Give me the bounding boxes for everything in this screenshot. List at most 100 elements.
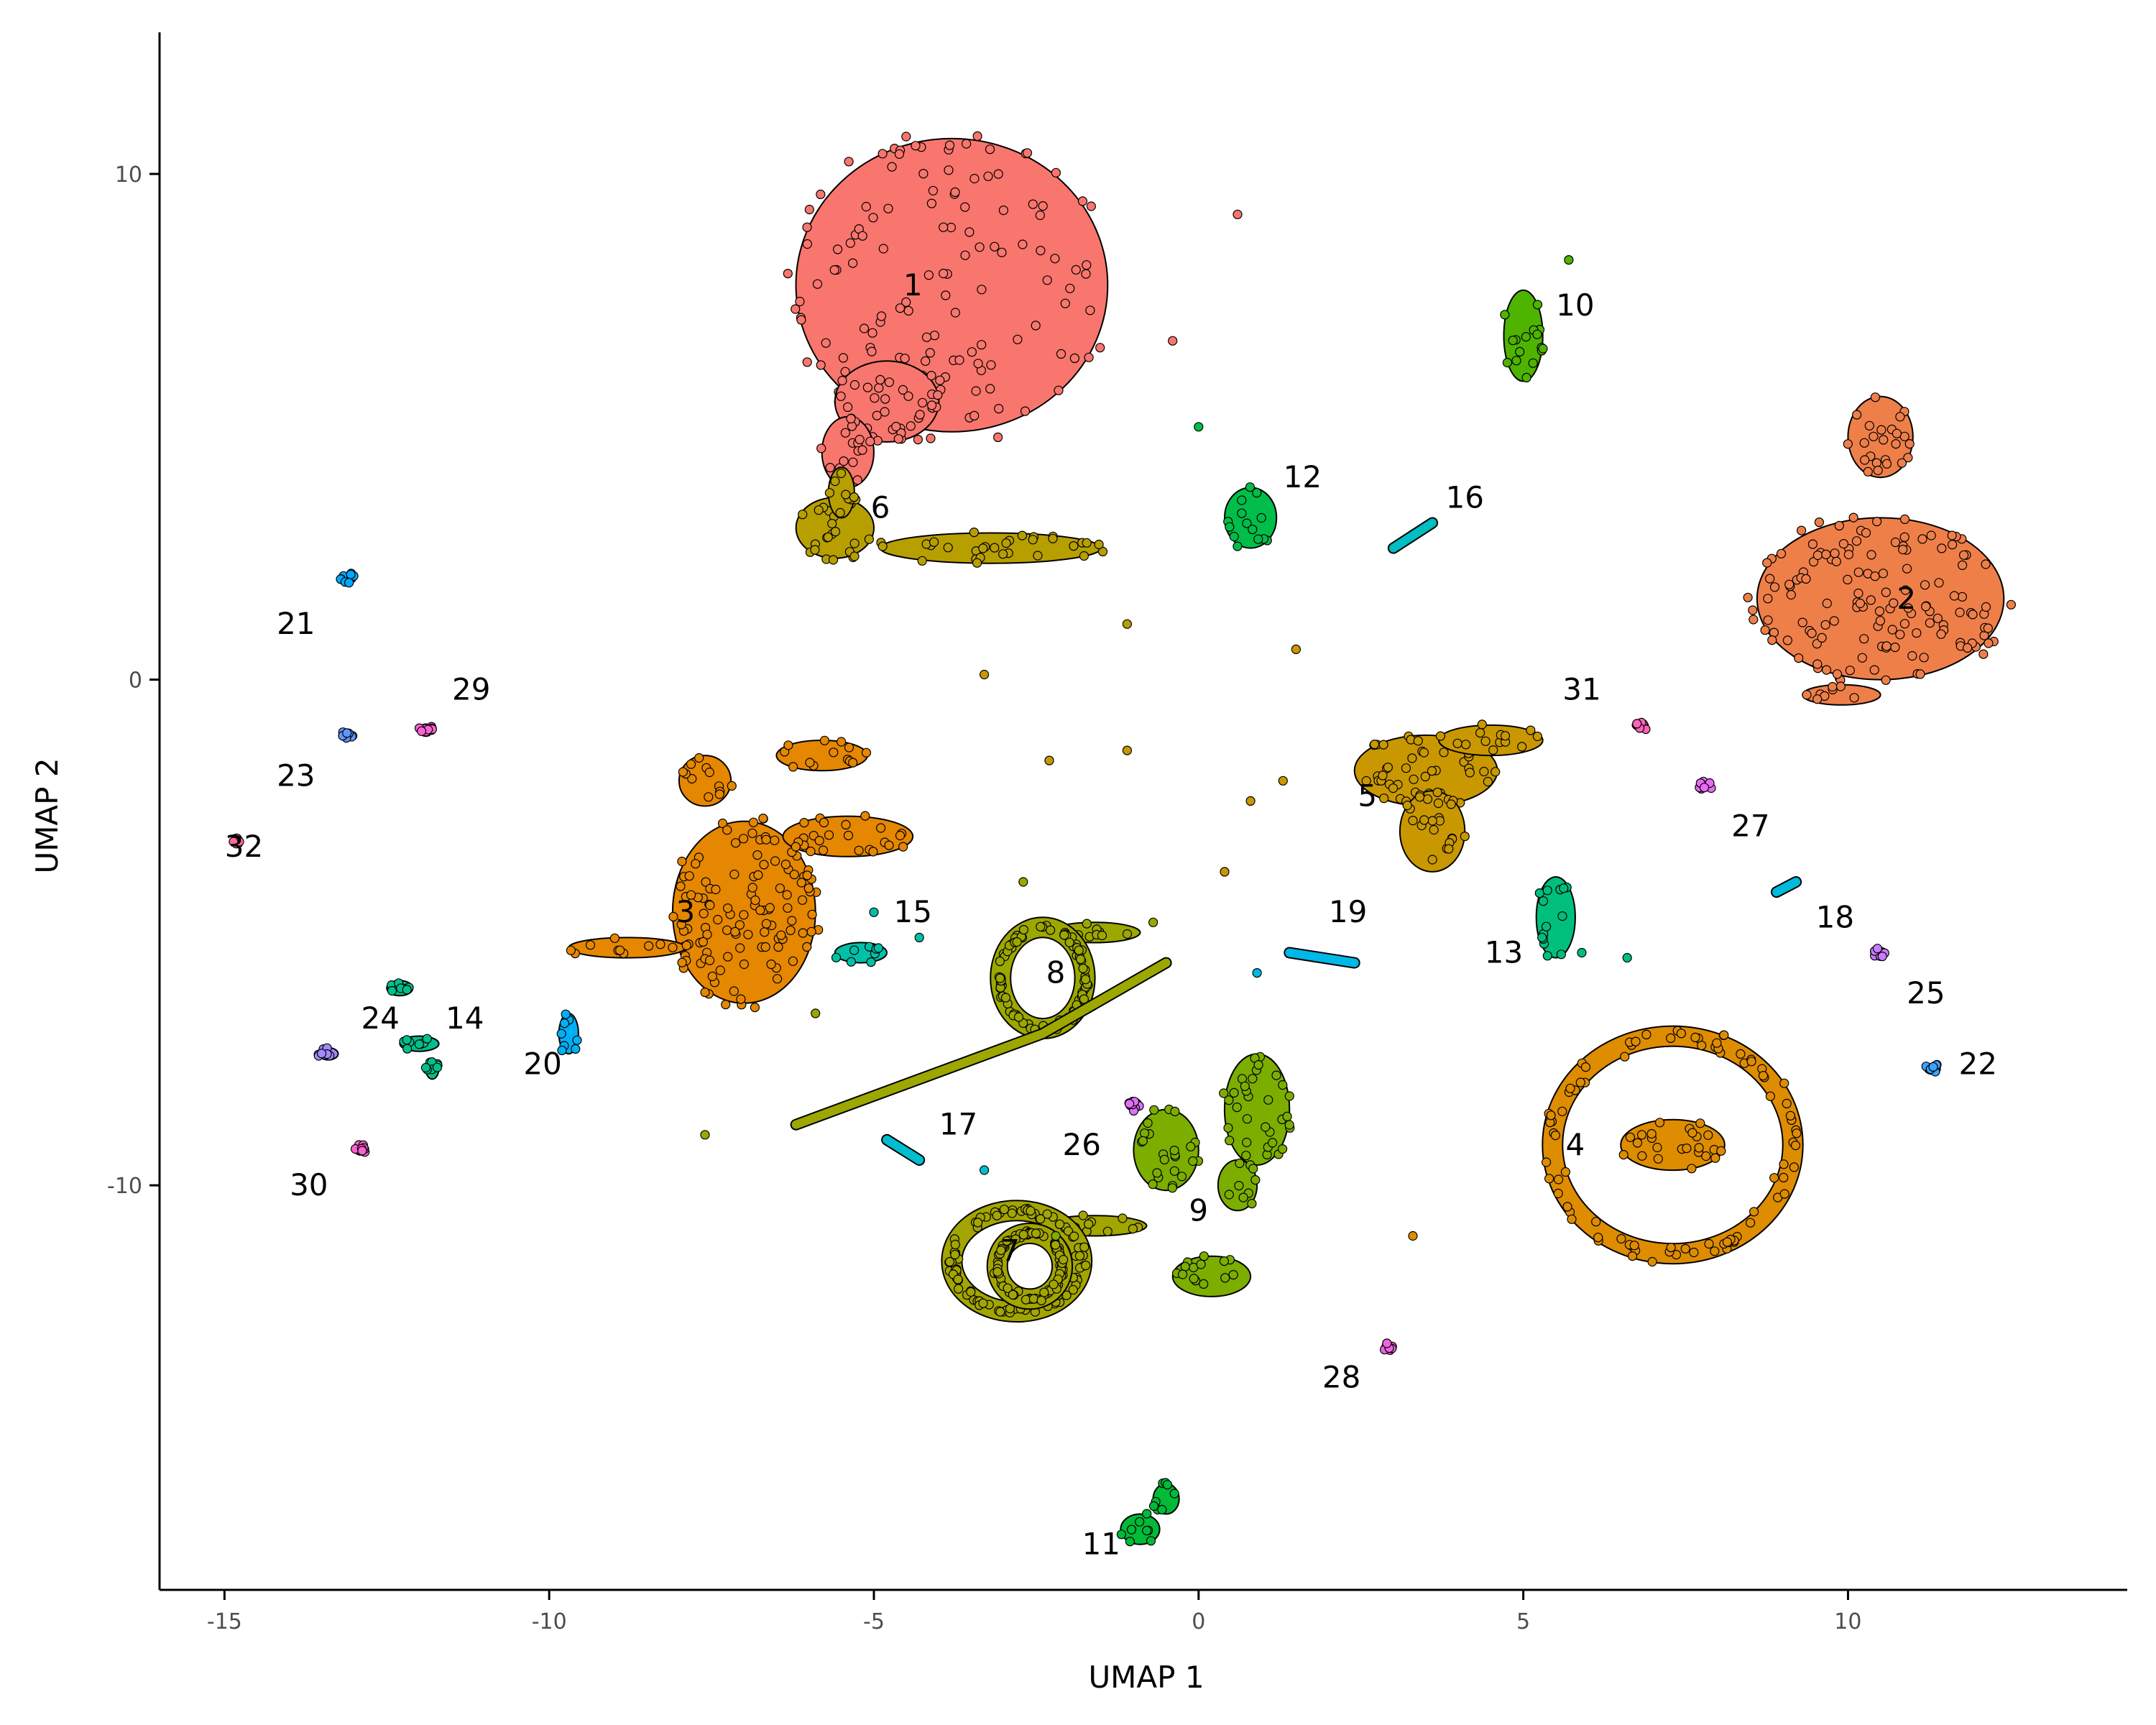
cluster-20-point: [556, 1029, 566, 1039]
cluster-9-point: [1148, 1179, 1158, 1190]
cluster-9-point: [1177, 1269, 1188, 1279]
cluster-3-point: [736, 994, 746, 1004]
cluster-1-point: [950, 308, 961, 318]
cluster-2-point: [1812, 659, 1823, 669]
cluster-3-point: [752, 850, 763, 860]
cluster-4-point: [1627, 1251, 1638, 1261]
cluster-1-blob: [795, 137, 1109, 433]
cluster-2-point: [1981, 559, 1991, 569]
cluster-1-point: [852, 475, 862, 485]
cluster-9-point: [1219, 1256, 1230, 1266]
cluster-1-point: [964, 227, 975, 237]
cluster-13-points: [1534, 876, 1576, 961]
cluster-4-point: [1682, 1143, 1692, 1154]
x-tick-label: 5: [1516, 1609, 1530, 1634]
cluster-10-point: [1500, 310, 1510, 320]
cluster-1-point: [875, 374, 885, 385]
cluster-7-point: [978, 1298, 988, 1308]
cluster-1-point: [796, 315, 806, 325]
cluster-1-point: [839, 456, 849, 466]
cluster-4-point: [1550, 1130, 1560, 1141]
cluster-3-point: [799, 817, 809, 828]
cluster-6-point: [943, 543, 953, 553]
cluster-2-point: [1879, 435, 1889, 445]
cluster-1-point: [877, 149, 888, 159]
cluster-3-point: [704, 792, 714, 802]
cluster-1-point: [1031, 321, 1041, 331]
cluster-1-point: [1085, 305, 1095, 316]
cluster-12-point: [1245, 482, 1256, 492]
cluster-11-point: [1134, 1517, 1145, 1527]
cluster-3-point: [761, 919, 772, 929]
cluster-1-point: [925, 348, 935, 358]
cluster-1-point: [1020, 406, 1031, 416]
cluster-4-point: [1785, 1110, 1795, 1121]
cluster-3-point: [699, 908, 709, 919]
cluster-9-point: [1284, 1091, 1294, 1101]
cluster-labels-layer: 1234567891011121314151617181920212223242…: [225, 267, 1997, 1562]
cluster-32-point: [229, 837, 239, 847]
cluster-3-point: [739, 910, 749, 920]
cluster-2-point: [1899, 431, 1909, 441]
scattered-point: [1220, 867, 1230, 877]
cluster-2-point: [1765, 574, 1775, 584]
cluster-label-3: 3: [676, 894, 696, 929]
cluster-3-point: [668, 911, 678, 922]
cluster-1-point: [898, 385, 908, 395]
cluster-9-point: [1248, 1074, 1258, 1084]
cluster-4-point: [1591, 1217, 1601, 1227]
cluster-3-point: [773, 942, 783, 952]
cluster-10-point: [1521, 332, 1531, 342]
cluster-2-point: [1875, 616, 1885, 626]
cluster-5-point: [1500, 731, 1511, 741]
cluster-3-point: [806, 926, 816, 937]
cluster-1-point: [821, 338, 831, 348]
cluster-7-point: [944, 1256, 955, 1267]
cluster-5-point: [1419, 748, 1429, 758]
cluster-1-point: [975, 242, 985, 252]
cluster-4-point: [1652, 1142, 1662, 1153]
cluster-5-point: [1439, 748, 1449, 758]
cluster-1-point: [880, 394, 890, 404]
cluster-4-point: [1710, 1153, 1720, 1163]
cluster-4-point: [1758, 1070, 1769, 1081]
cluster-6-point: [1028, 535, 1038, 545]
cluster-4-point: [1749, 1207, 1759, 1217]
cluster-5-point: [1433, 798, 1444, 809]
cluster-2-point: [1829, 616, 1839, 626]
cluster-3-point: [758, 813, 768, 824]
cluster-7-point: [950, 1249, 960, 1260]
cluster-1-point: [954, 355, 964, 365]
cluster-1-point: [921, 332, 932, 342]
cluster-4-point: [1697, 1040, 1707, 1051]
cluster-1-point: [802, 357, 812, 367]
cluster-label-4: 4: [1566, 1127, 1585, 1162]
cluster-1-point: [1036, 246, 1046, 256]
cluster-8-point: [995, 956, 1005, 967]
cluster-9-points: [1133, 1052, 1295, 1297]
cluster-1-point: [1038, 201, 1048, 211]
cluster-3-point: [698, 937, 709, 947]
cluster-9-point: [1284, 1120, 1294, 1130]
cluster-13-point: [1556, 949, 1566, 960]
cluster-10-point: [1515, 346, 1525, 356]
cluster-2-point: [1903, 603, 1913, 613]
cluster-3-point: [783, 740, 793, 750]
cluster-5-point: [1413, 736, 1423, 746]
cluster-2-point: [1898, 544, 1908, 555]
cluster-4-point: [1653, 1154, 1663, 1164]
cluster-4-point: [1779, 1189, 1789, 1199]
cluster-3-point: [704, 767, 714, 778]
cluster-4-point: [1542, 1157, 1552, 1167]
cluster-4-point: [1704, 1238, 1714, 1249]
cluster-2-point: [1925, 618, 1935, 628]
y-tick-label: 10: [115, 162, 142, 188]
cluster-22-point: [1928, 1062, 1938, 1072]
cluster-3-point: [686, 759, 696, 769]
cluster-14-point: [402, 1044, 413, 1054]
cluster-11-point: [1142, 1525, 1152, 1536]
cluster-4-point: [1647, 1256, 1657, 1267]
cluster-9-point: [1186, 1141, 1196, 1151]
cluster-3-point: [782, 890, 792, 900]
cluster-2-point: [1797, 617, 1807, 627]
